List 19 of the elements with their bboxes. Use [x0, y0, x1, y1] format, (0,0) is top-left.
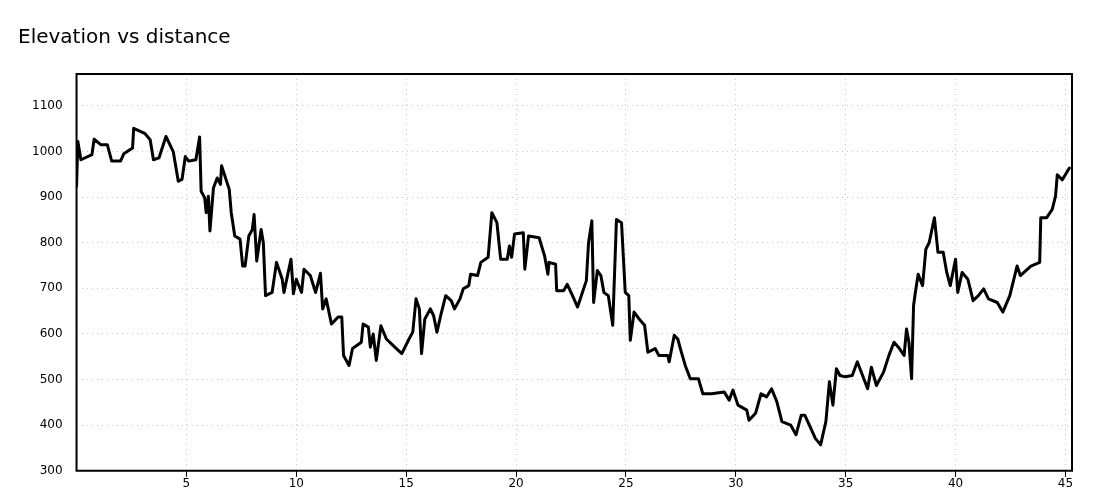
y-tick-label: 900	[39, 189, 63, 204]
x-tick-label: 35	[838, 476, 854, 491]
chart-title: Elevation vs distance	[18, 24, 231, 49]
y-tick-label: 300	[39, 462, 63, 477]
y-tick-label: 500	[39, 371, 63, 386]
x-tick-label: 30	[728, 476, 744, 491]
x-tick-label: 10	[288, 476, 304, 491]
y-tick-label: 1100	[31, 98, 63, 113]
x-tick-label: 20	[508, 476, 524, 491]
y-tick-label: 800	[39, 234, 63, 249]
x-tick-label: 5	[182, 476, 191, 491]
y-tick-label: 600	[39, 326, 63, 341]
x-tick-label: 15	[398, 476, 414, 491]
y-tick-label: 700	[39, 280, 63, 295]
x-tick-label: 40	[947, 476, 964, 491]
y-tick-label: 1000	[31, 143, 63, 158]
x-tick-label: 45	[1057, 476, 1074, 491]
y-tick-label: 400	[39, 417, 63, 432]
x-tick-label: 25	[618, 476, 634, 491]
